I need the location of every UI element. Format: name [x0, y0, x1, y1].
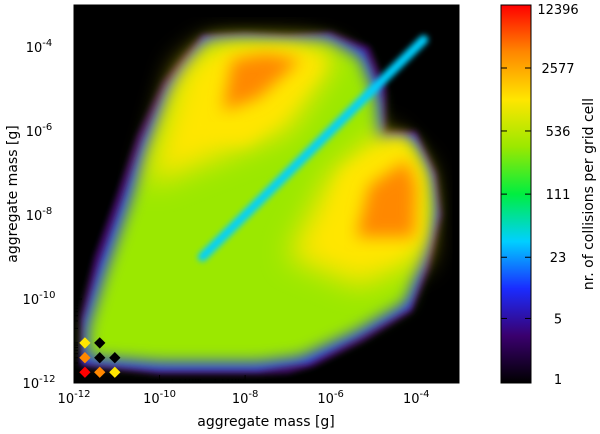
y-tick-label: 10-8: [26, 206, 53, 224]
colorbar-tick-label: 111: [546, 188, 571, 203]
colorbar-tick-label: 23: [550, 251, 567, 266]
colorbar-tick-label: 1: [554, 373, 562, 388]
heat-diagonal-band: [197, 35, 429, 262]
plot-area: 10-12 10-10 10-8 10-6 10-4 10-1210-1010-810-…: [23, 4, 460, 407]
x-tick-label: 10-8: [232, 389, 259, 407]
y-tick-label: 10-4: [26, 38, 53, 56]
colorbar-ticks: 1 5 23 111 536 2577 12396: [501, 3, 579, 388]
heat-peak-upper-left: [222, 53, 301, 111]
colorbar: 1 5 23 111 536 2577 12396: [500, 3, 579, 388]
y-tick-label: 10-6: [26, 122, 53, 140]
colorbar-tick-label: 12396: [537, 3, 578, 18]
x-tick-label: 10-10: [143, 389, 176, 407]
y-axis-ticks: 10-12 10-10 10-8 10-6 10-4: [23, 6, 82, 392]
x-tick-label: 10-4: [403, 389, 430, 407]
x-axis-title: aggregate mass [g]: [197, 414, 335, 430]
colorbar-tick-label: 2577: [541, 62, 574, 77]
x-tick-label: 10-12: [58, 389, 91, 407]
colorbar-tick-label: 536: [546, 125, 571, 140]
colorbar-tick-label: 5: [554, 312, 562, 327]
y-tick-label: 10-10: [23, 290, 56, 308]
x-tick-label: 10-6: [317, 389, 344, 407]
y-axis-title: aggregate mass [g]: [5, 125, 21, 263]
x-axis-ticks: 10-12 10-10 10-8 10-6 10-4: [58, 375, 458, 407]
y-tick-label: 10-12: [23, 374, 56, 392]
colorbar-title: nr. of collisions per grid cell: [581, 98, 597, 290]
heat-peak-lower-right: [356, 160, 417, 237]
heatmap-layer: [79, 5, 459, 378]
plot-frame: [73, 4, 460, 384]
